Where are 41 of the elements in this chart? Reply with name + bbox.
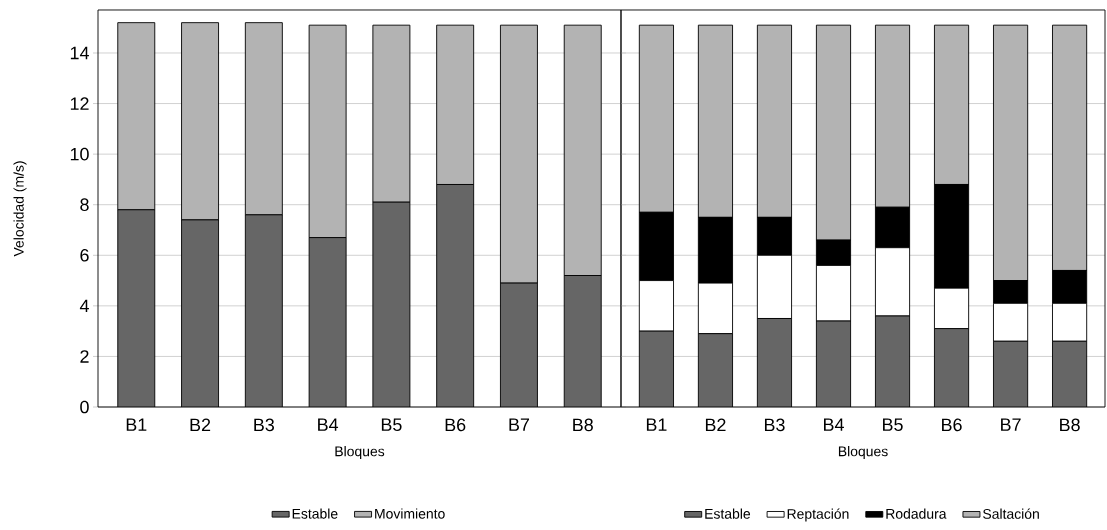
legend-label: Saltación (983, 508, 1039, 519)
x-tick-label: B8 (573, 418, 593, 432)
bar (816, 321, 851, 407)
x-tick-label: B4 (824, 418, 844, 431)
y-tick-label: 2 (80, 350, 89, 363)
legend-label: Reptación (787, 508, 849, 522)
bar (1052, 340, 1088, 407)
y-tick-label: 6 (80, 248, 89, 262)
y-tick-label: 12 (70, 97, 89, 110)
x-tick-label: B4 (318, 418, 339, 431)
x-tick-label: B5 (381, 418, 402, 432)
x-tick-label: B1 (126, 418, 147, 431)
x-tick-label: B3 (764, 418, 785, 432)
legend-label: Estable (292, 508, 338, 519)
y-tick-label: 0 (80, 400, 89, 414)
x-tick-label: B2 (190, 418, 211, 432)
x-tick-label: B6 (942, 418, 962, 432)
bar (875, 315, 910, 407)
bar (698, 333, 733, 407)
x-tick-label: B8 (1060, 418, 1080, 432)
y-tick-label: 4 (79, 299, 89, 313)
x-tick-label: B5 (883, 418, 903, 432)
x-tick-label: B7 (509, 418, 530, 431)
y-tick-label: 10 (70, 147, 89, 161)
x-tick-label: B3 (254, 418, 275, 432)
bar (639, 331, 674, 407)
x-tick-label: B1 (646, 418, 667, 431)
bar (993, 341, 1028, 407)
y-tick-label: 8 (80, 198, 89, 212)
x-tick-label: B6 (445, 418, 466, 432)
legend-label: Rodadura (886, 508, 947, 519)
legend-label: Estable (705, 508, 751, 519)
y-axis-title: Velocidad (m/s) (13, 161, 27, 257)
x-tick-label: B7 (1001, 418, 1021, 431)
y-tick-label: 14 (70, 46, 89, 60)
x-axis-title: Bloques (838, 446, 888, 460)
x-axis-title: Bloques (335, 446, 385, 460)
bar (934, 328, 969, 407)
legend-label: Movimiento (375, 508, 445, 519)
x-tick-label: B2 (705, 418, 726, 432)
bar (757, 318, 792, 407)
